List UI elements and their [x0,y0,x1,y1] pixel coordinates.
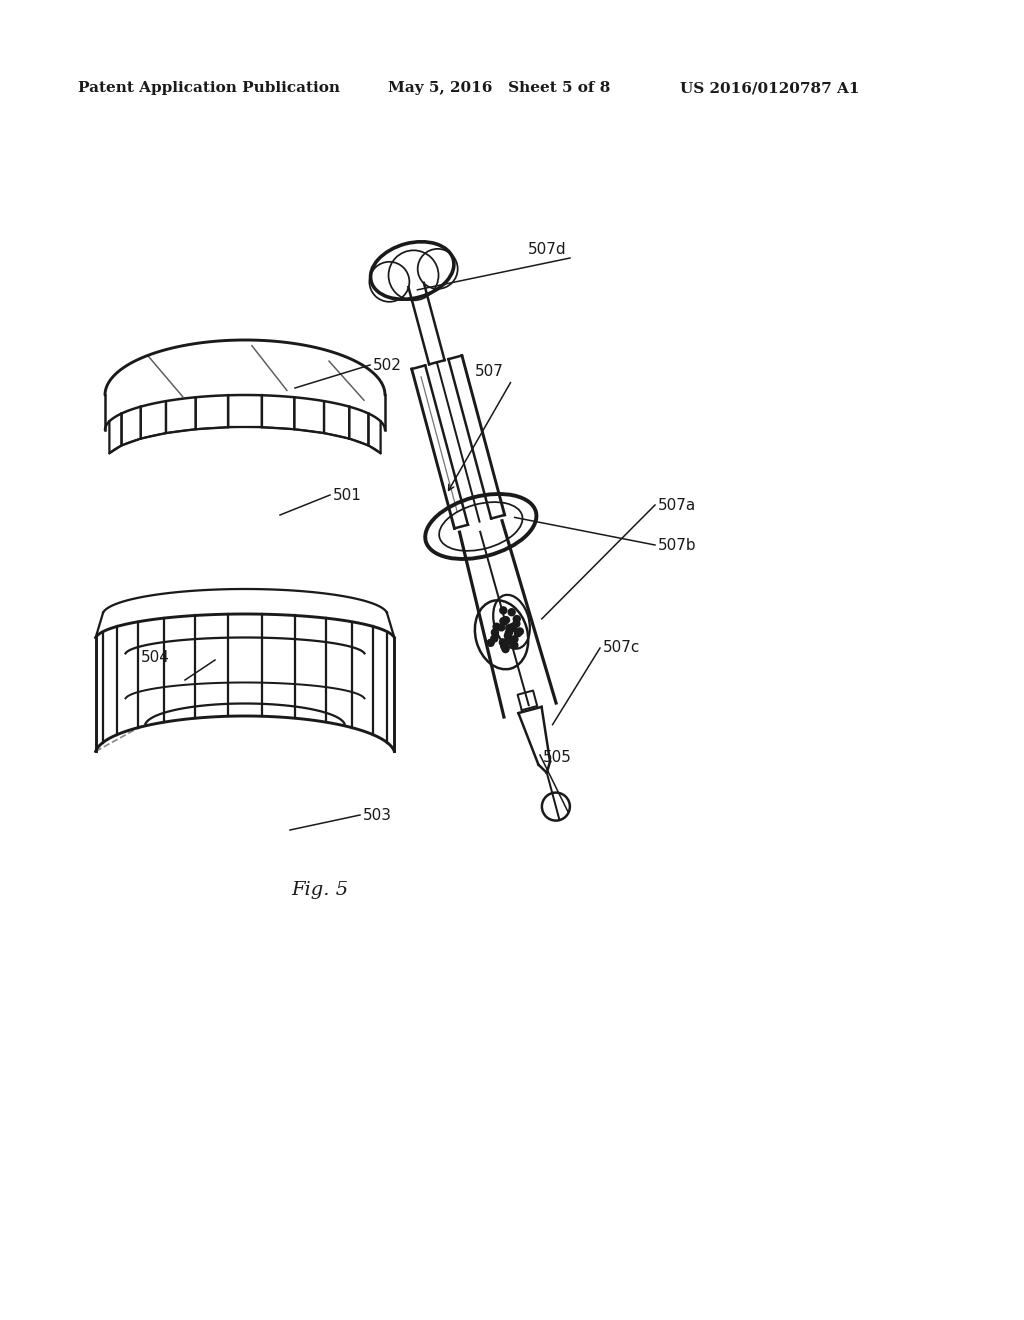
Text: Patent Application Publication: Patent Application Publication [78,81,340,95]
Text: Fig. 5: Fig. 5 [292,880,348,899]
Circle shape [490,635,498,642]
Circle shape [513,620,520,627]
Circle shape [509,623,516,631]
Text: US 2016/0120787 A1: US 2016/0120787 A1 [680,81,859,95]
Text: 505: 505 [543,750,571,764]
Text: 503: 503 [362,808,392,822]
Circle shape [508,609,515,615]
Circle shape [516,628,523,635]
Circle shape [493,623,500,630]
Circle shape [506,624,513,632]
Circle shape [502,645,509,652]
Circle shape [509,624,516,631]
Circle shape [505,630,512,636]
Circle shape [498,624,505,631]
Text: 507c: 507c [603,640,640,656]
Circle shape [500,618,507,624]
Circle shape [500,639,507,645]
Text: 507: 507 [475,364,504,380]
Circle shape [513,615,520,623]
Text: 507a: 507a [658,498,696,512]
Circle shape [504,638,511,645]
Text: 502: 502 [373,358,401,372]
Circle shape [500,607,507,614]
Circle shape [511,642,518,649]
Circle shape [509,624,516,631]
Text: 507b: 507b [658,537,696,553]
Circle shape [501,643,508,649]
Circle shape [492,628,499,636]
Circle shape [514,630,521,636]
Text: 501: 501 [333,487,361,503]
Text: 507d: 507d [528,243,566,257]
Circle shape [507,624,514,631]
Circle shape [510,642,517,648]
Text: 504: 504 [141,649,170,664]
Circle shape [487,639,495,647]
Text: May 5, 2016   Sheet 5 of 8: May 5, 2016 Sheet 5 of 8 [388,81,610,95]
Circle shape [511,636,518,643]
Circle shape [505,632,511,639]
Circle shape [503,616,510,623]
Circle shape [507,626,514,632]
